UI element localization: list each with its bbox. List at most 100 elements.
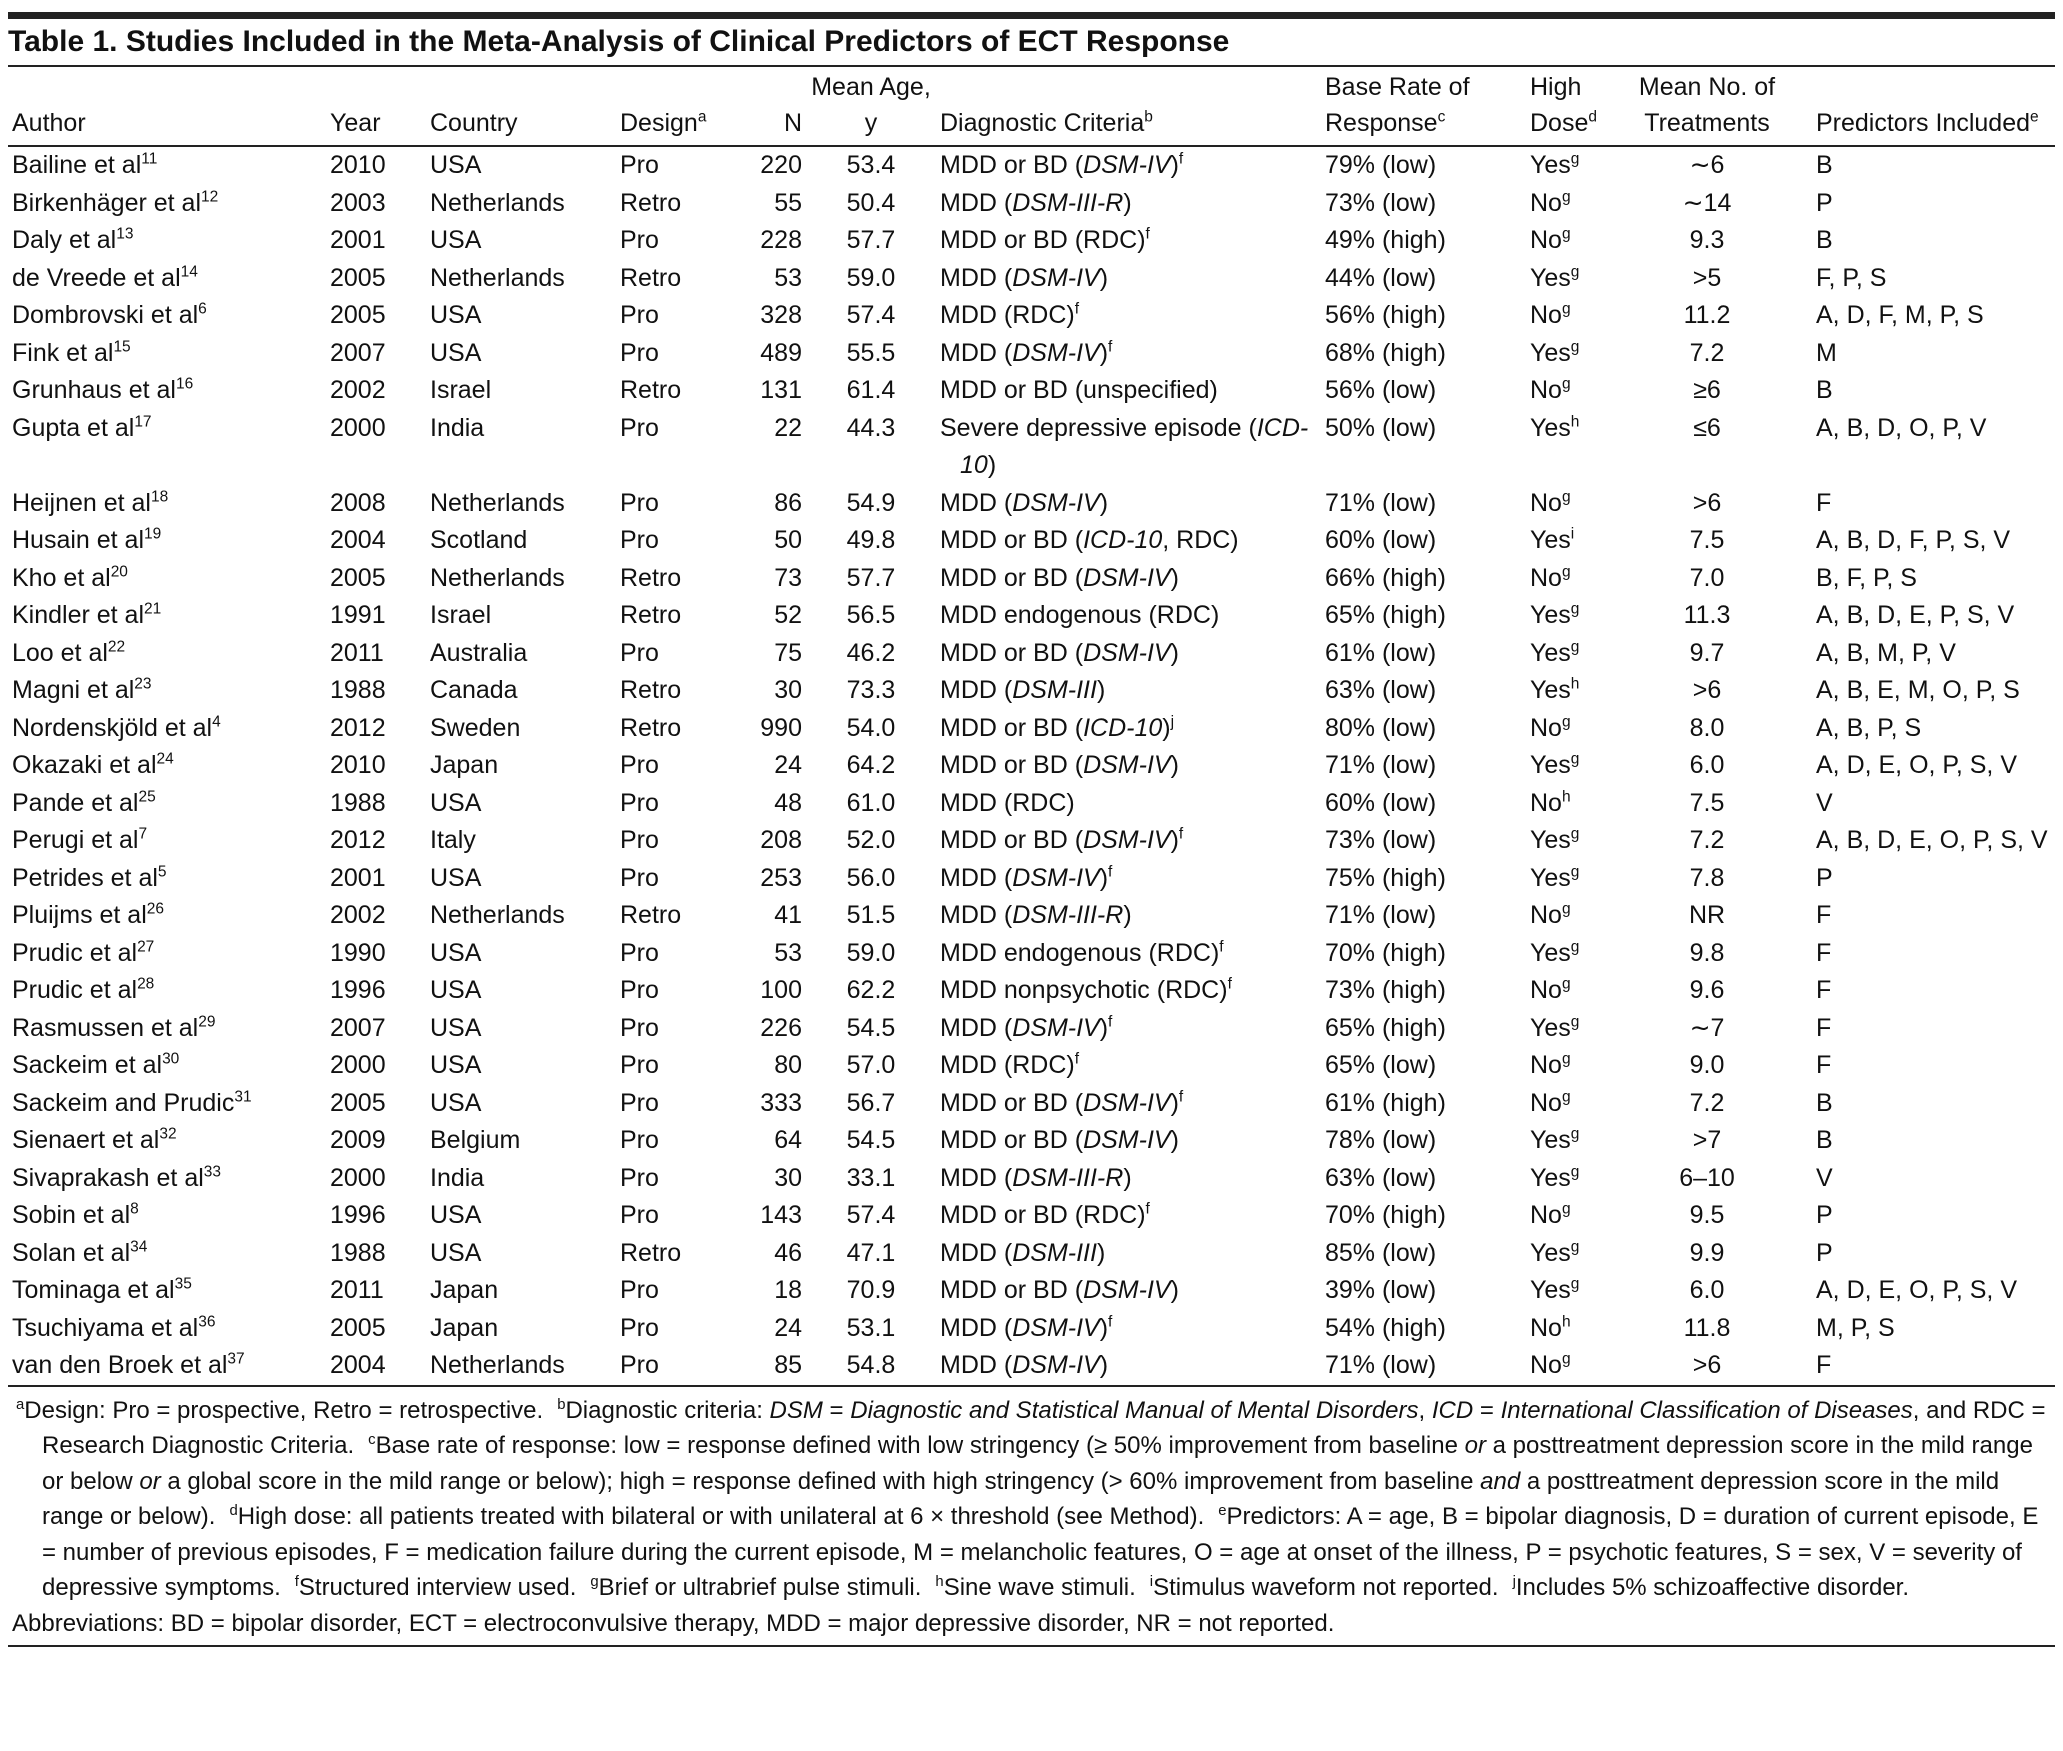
footnote: fStructured interview used. (295, 1574, 577, 1601)
treatments-cell: 7.2 (1689, 1088, 1725, 1117)
table-row: Fink et al15 2007 USA Pro 489 55.5 MDD (DSM-IV… (8, 335, 2055, 373)
footnote-mark: f (1108, 1013, 1113, 1031)
predictors-cell: B (1816, 226, 1833, 254)
footnote-mark: e (2030, 108, 2039, 126)
footnote-mark: g (1570, 1163, 1580, 1181)
design-cell: Pro (620, 1276, 659, 1304)
age-cell: 53.1 (846, 1313, 896, 1342)
n-cell: 226 (760, 1013, 802, 1042)
author: Sobin et al (12, 1201, 131, 1229)
text-run: ) (1170, 638, 1179, 667)
author-cell: Kho et al20 (8, 560, 326, 598)
text-run: MDD endogenous (RDC) (940, 938, 1220, 967)
footnote-mark: i (1570, 525, 1575, 543)
footnote-mark: g (1570, 750, 1580, 768)
text-run: ) (987, 451, 997, 479)
text-run: = (1473, 1396, 1501, 1424)
age-cell: 70.9 (846, 1276, 896, 1304)
predictors-cell: F (1816, 901, 1832, 929)
footnote-mark: f (1108, 863, 1113, 881)
text-run: ) (1123, 1163, 1132, 1192)
text-run: DSM-IV (1083, 638, 1171, 667)
dose-cell: Noh (1526, 785, 1602, 823)
footnote-mark: 26 (146, 900, 165, 918)
country-cell: Israel (430, 376, 492, 404)
text-run: MDD or BD (RDC) (940, 226, 1146, 254)
author: Kho et al (12, 563, 111, 592)
dose-cell: Noh (1526, 1310, 1602, 1348)
criteria-cell: MDD (DSM-IV)f (936, 335, 1321, 373)
footnote: bDiagnostic criteria: DSM = Diagnostic a… (42, 1397, 2046, 1460)
text-run: ICD-10 (1083, 713, 1163, 742)
table-row: Perugi et al7 2012 Italy Pro 208 52.0 MDD or B… (8, 822, 2055, 860)
year-cell: 2007 (330, 338, 386, 367)
criteria-cell: MDD (DSM-III-R) (936, 185, 1321, 223)
treatments-cell: >7 (1692, 1126, 1722, 1154)
design-cell: Retro (620, 263, 682, 292)
age-cell: 57.0 (846, 1051, 896, 1079)
age-cell: 56.5 (846, 601, 896, 629)
dose-cell: Yesg (1526, 747, 1602, 785)
dose: Yes (1530, 263, 1571, 292)
author: Solan et al (12, 1238, 131, 1267)
age-cell: 33.1 (846, 1163, 896, 1192)
text-run: ICD-10 (1083, 526, 1163, 554)
table-row: Daly et al13 2001 USA Pro 228 57.7 MDD or BD (… (8, 222, 2055, 260)
country-cell: USA (430, 1051, 482, 1079)
text-run: DSM-IV (1083, 151, 1171, 179)
dose-cell: Nog (1526, 710, 1602, 748)
year-cell: 1988 (330, 1238, 386, 1267)
treatments-cell: 9.3 (1689, 226, 1725, 254)
year-cell: 2010 (330, 151, 386, 179)
predictors-cell: B (1816, 151, 1833, 179)
text-run: ) (1096, 676, 1106, 704)
header-text: Mean Age, y (811, 73, 931, 137)
design-cell: Pro (620, 1163, 659, 1192)
age-cell: 54.9 (846, 488, 896, 517)
author-cell: Daly et al13 (8, 222, 326, 260)
footnote-mark: 19 (144, 525, 162, 543)
country-cell: Netherlands (426, 1347, 616, 1387)
footnote-mark: 31 (234, 1088, 252, 1106)
text-run: DSM-III (1012, 1238, 1097, 1267)
dose-cell: Yesg (1526, 1122, 1602, 1160)
year-cell: 2005 (330, 301, 386, 329)
criteria-cell: MDD (DSM-III-R) (936, 1160, 1321, 1198)
design-cell: Pro (616, 1347, 736, 1387)
text-run: , RDC) (1162, 526, 1239, 554)
table-row: Petrides et al5 2001 USA Pro 253 56.0 MDD (DSM… (8, 860, 2055, 898)
footnote: ePredictors: A = age, B = bipolar diagno… (42, 1503, 2038, 1601)
n-cell: 55 (774, 188, 802, 217)
author: Nordenskjöld et al (12, 713, 213, 742)
treatments-cell: ∼6 (1689, 151, 1725, 179)
dose: Yes (1530, 1238, 1571, 1267)
footnote-mark: g (1570, 1238, 1580, 1256)
text-run: MDD ( (940, 1351, 1013, 1379)
year-cell: 2000 (330, 1163, 386, 1192)
year-cell: 2000 (330, 1051, 386, 1079)
author-cell: Fink et al15 (8, 335, 326, 373)
n-cell: 53 (774, 938, 802, 967)
country-cell: Belgium (430, 1126, 521, 1154)
base-rate-cell: 56% (high) (1325, 301, 1446, 329)
country-cell: Netherlands (430, 563, 565, 592)
design-cell: Retro (620, 713, 682, 742)
text-run: = (822, 1396, 851, 1424)
table-row: Solan et al34 1988 USA Retro 46 47.1 MDD (DSM-… (8, 1235, 2055, 1273)
footnote-mark: f (1178, 150, 1184, 168)
year-cell: 2005 (330, 1313, 386, 1342)
text-run: MDD ( (940, 263, 1013, 292)
text-run: MDD ( (940, 488, 1013, 517)
column-header: Predictors Includede (1812, 67, 2055, 147)
text-run: DSM-III-R (1012, 188, 1124, 217)
text-run: Predictors: A = age, B = bipolar diagnos… (42, 1503, 2039, 1601)
footnote-mark: 16 (176, 375, 194, 393)
age-cell: 59.0 (846, 938, 896, 967)
footnote-mark: f (1145, 225, 1150, 243)
footnote-mark: g (1570, 600, 1580, 618)
footnote-mark: f (1219, 938, 1224, 956)
footnote-mark: b (557, 1396, 566, 1413)
footnote-mark: g (1561, 375, 1571, 393)
dose-cell: Nog (1526, 1347, 1602, 1387)
text-run: DSM-IV (1012, 1013, 1100, 1042)
